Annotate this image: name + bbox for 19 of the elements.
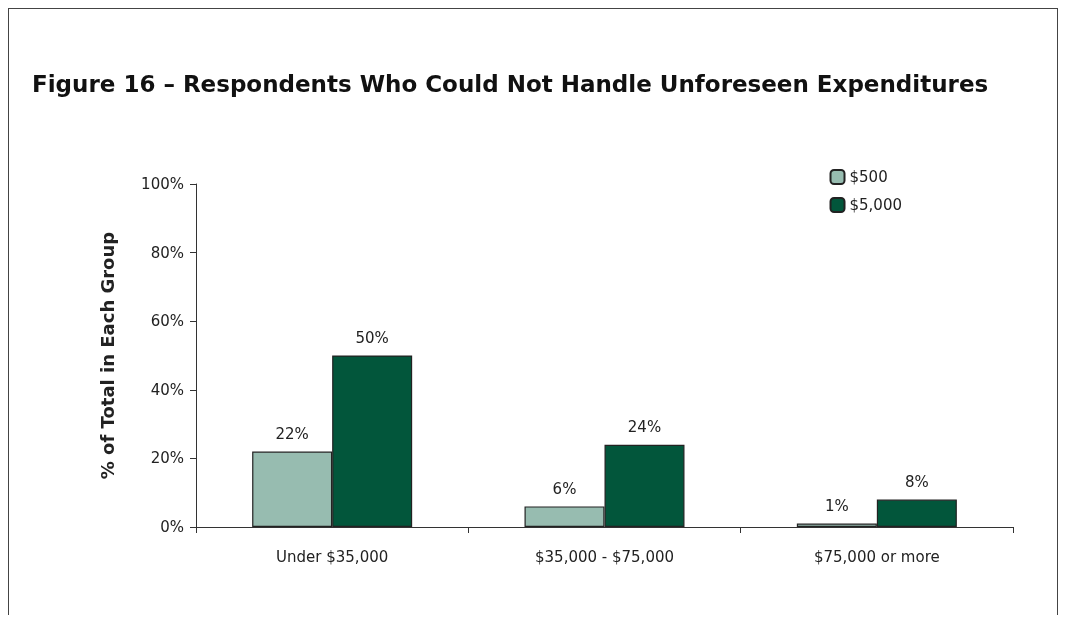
data-label: 50% [355, 329, 389, 347]
x-tick-label: Under $35,000 [276, 547, 389, 566]
y-tick-label: 40% [150, 380, 184, 399]
y-tick-label: 20% [150, 449, 184, 468]
x-tick-label: $75,000 or more [813, 547, 940, 566]
legend-label: $500 [849, 168, 888, 186]
data-label: 1% [824, 497, 849, 516]
data-label: 22% [275, 425, 309, 444]
y-tick-label: 80% [150, 243, 184, 262]
x-tick-label: $35,000 - $75,000 [534, 547, 675, 566]
y-tick-label: 0% [160, 518, 184, 536]
data-label: 24% [627, 418, 662, 437]
data-label: 8% [904, 473, 929, 492]
y-tick-label: 60% [150, 312, 184, 331]
y-axis-title: % of Total in Each Group [96, 231, 118, 480]
legend-label: $5,000 [849, 196, 903, 214]
data-label: 6% [552, 479, 577, 498]
chart-title: Figure 16 – Respondents Who Could Not Handle Unforeseen Expenditures [32, 70, 989, 97]
y-tick-label: 100% [141, 175, 184, 193]
